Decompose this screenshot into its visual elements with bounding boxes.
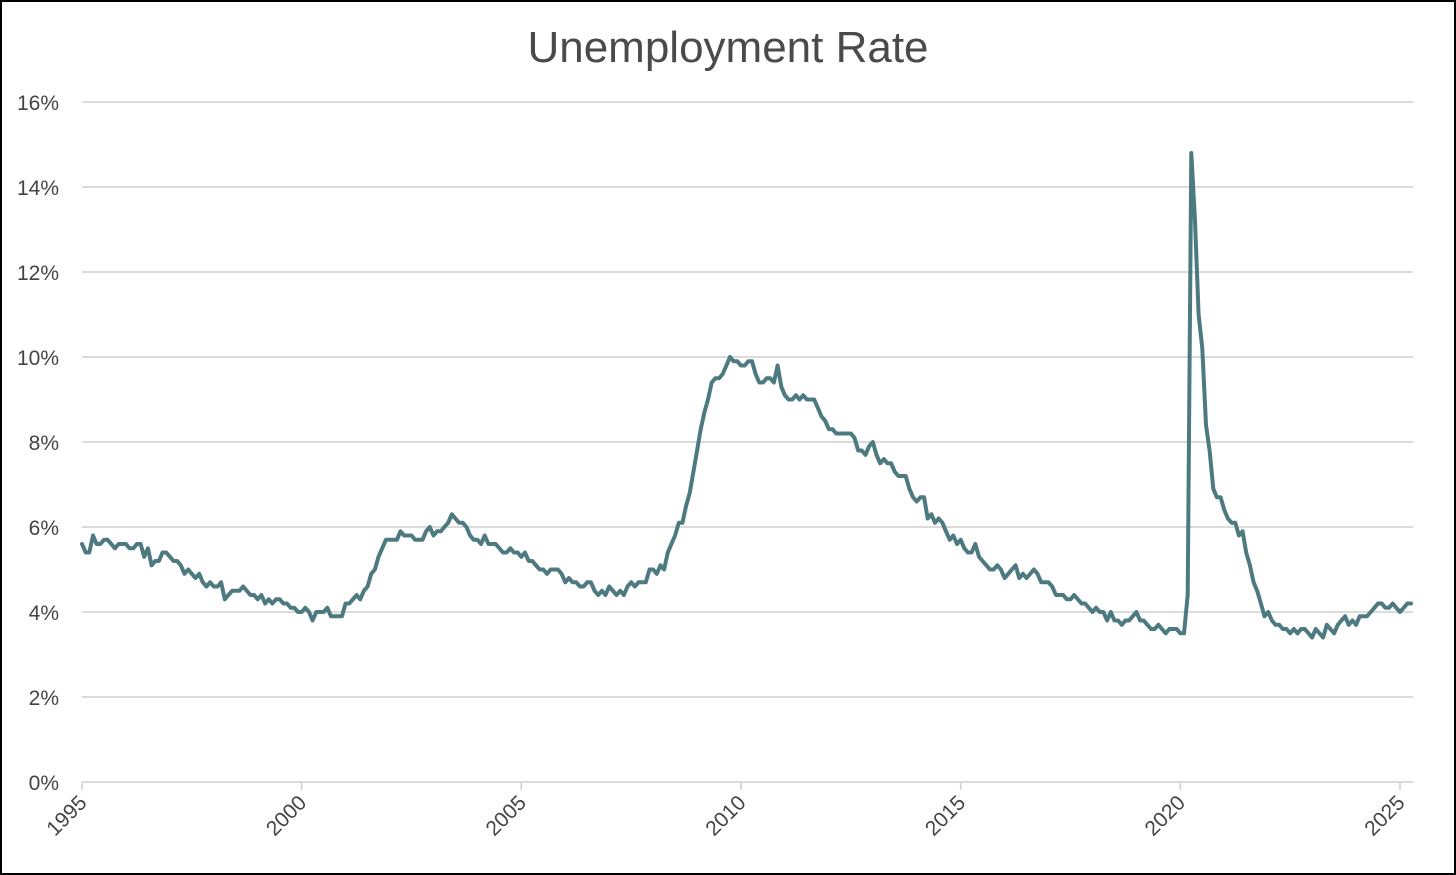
y-tick-label: 14% xyxy=(17,177,59,200)
y-tick-label: 12% xyxy=(17,262,59,285)
x-tick-label: 2010 xyxy=(701,791,750,840)
y-axis: 0% 2% 4% 6% 8% 10% 12% 14% 16% xyxy=(17,92,59,795)
y-tick-label: 8% xyxy=(29,432,59,455)
x-tick-label: 2020 xyxy=(1141,791,1190,840)
x-tick-label: 1995 xyxy=(42,791,91,840)
chart-title: Unemployment Rate xyxy=(527,23,928,72)
gridlines xyxy=(82,101,1413,783)
y-tick-label: 16% xyxy=(17,92,59,115)
y-tick-label: 6% xyxy=(29,517,59,540)
x-axis: 1995 2000 2005 2010 2015 2020 2025 xyxy=(42,782,1410,841)
unemployment-rate-line xyxy=(80,151,1413,640)
y-tick-label: 0% xyxy=(29,772,59,795)
x-tick-label: 2005 xyxy=(482,791,531,840)
x-tick-label: 2015 xyxy=(921,791,970,840)
x-tick-label: 2025 xyxy=(1360,791,1409,840)
x-tick-label: 2000 xyxy=(262,791,311,840)
y-tick-label: 4% xyxy=(29,602,59,625)
y-tick-label: 10% xyxy=(17,347,59,370)
y-tick-label: 2% xyxy=(29,687,59,710)
